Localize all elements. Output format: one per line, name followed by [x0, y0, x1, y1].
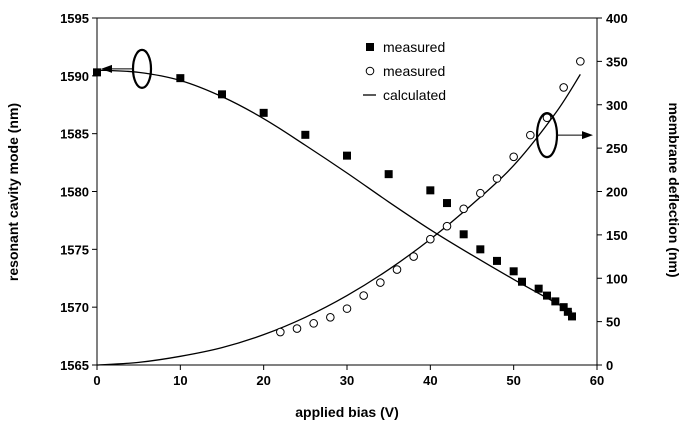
x-tick-label: 30: [340, 373, 354, 388]
legend: measured measured calculated: [363, 39, 446, 103]
measured-square-point: [459, 230, 468, 239]
measured-square-point: [301, 130, 310, 139]
x-axis-ticks: 0 10 20 30 40 50 60: [93, 365, 604, 388]
axis-annotations: [101, 48, 593, 159]
left-arrow-head: [101, 64, 112, 73]
measured-circle-point: [559, 83, 568, 92]
legend-circle-symbol: [365, 66, 375, 76]
x-tick-label: 20: [256, 373, 270, 388]
measured-circle-point: [376, 278, 385, 287]
measured-circle-point: [476, 188, 485, 198]
measured-circle-point: [576, 57, 585, 66]
measured-square-point: [343, 151, 351, 160]
measured-circle-point: [292, 324, 302, 333]
left-tick-label: 1585: [60, 127, 89, 142]
calculated-curves: [96, 69, 581, 366]
measured-circle-point: [359, 291, 368, 300]
left-tick-label: 1580: [60, 185, 89, 200]
data-points: [93, 57, 585, 337]
measured-square-point: [559, 303, 568, 312]
right-tick-label: 300: [606, 98, 628, 113]
measured-square-point: [509, 267, 518, 276]
calculated-line-right: [96, 74, 581, 366]
measured-square-point: [176, 74, 185, 83]
calculated-line-left: [96, 69, 573, 313]
measured-square-point: [443, 199, 451, 208]
measured-circle-point: [276, 327, 285, 337]
left-axis-ticks: 1565 1570 1575 1580 1585 1590 1595: [60, 11, 97, 373]
left-axis-title: resonant cavity mode (nm): [5, 103, 21, 281]
measured-circle-point: [492, 174, 502, 183]
right-tick-label: 400: [606, 11, 628, 26]
x-tick-label: 40: [423, 373, 437, 388]
right-tick-label: 200: [606, 185, 628, 200]
left-tick-label: 1570: [60, 300, 89, 315]
left-tick-label: 1595: [60, 11, 89, 26]
measured-square-point: [534, 284, 543, 293]
measured-square-point: [259, 108, 268, 117]
right-axis-title: membrane deflection (nm): [666, 102, 679, 277]
x-tick-label: 10: [173, 373, 187, 388]
right-tick-label: 0: [606, 358, 613, 373]
measured-square-point: [543, 291, 551, 300]
right-tick-label: 350: [606, 54, 628, 69]
measured-circle-point: [342, 304, 352, 313]
measured-circle-point: [459, 204, 468, 214]
legend-label: measured: [383, 39, 445, 55]
measured-circle-point: [509, 152, 518, 162]
measured-circle-point: [392, 265, 402, 274]
left-tick-label: 1565: [60, 358, 89, 373]
measured-circle-point: [409, 252, 418, 261]
x-axis-title: applied bias (V): [295, 404, 398, 420]
legend-square-symbol: [366, 43, 374, 51]
legend-label: calculated: [383, 87, 446, 103]
measured-circle-point: [326, 312, 335, 322]
measured-square-point: [563, 307, 572, 316]
measured-square-point: [476, 245, 485, 254]
right-tick-label: 100: [606, 271, 628, 286]
measured-square-point: [218, 90, 226, 99]
x-tick-label: 0: [93, 373, 100, 388]
measured-square-point: [384, 170, 393, 179]
left-tick-label: 1590: [60, 69, 89, 84]
left-axis-ellipse: [131, 48, 153, 89]
measured-square-point: [568, 312, 576, 321]
measured-circle-point: [442, 221, 452, 231]
measured-square-point: [426, 186, 435, 195]
left-tick-label: 1575: [60, 242, 89, 257]
measured-circle-point: [426, 234, 435, 244]
x-tick-label: 50: [506, 373, 520, 388]
right-tick-label: 50: [606, 315, 620, 330]
measured-circle-point: [309, 319, 318, 328]
right-tick-label: 250: [606, 141, 628, 156]
measured-square-point: [518, 277, 526, 286]
legend-label: measured: [383, 63, 445, 79]
measured-circle-point: [526, 130, 535, 140]
right-tick-label: 150: [606, 228, 628, 243]
plot-frame: [96, 17, 598, 366]
right-axis-ticks: 0 50 100 150 200 250 300 350 400: [597, 11, 628, 373]
right-arrow-head: [582, 131, 593, 140]
plot-border: [96, 17, 598, 366]
measured-square-point: [493, 256, 501, 265]
measured-square-point: [93, 68, 101, 77]
x-tick-label: 60: [590, 373, 604, 388]
measured-square-point: [551, 297, 560, 306]
